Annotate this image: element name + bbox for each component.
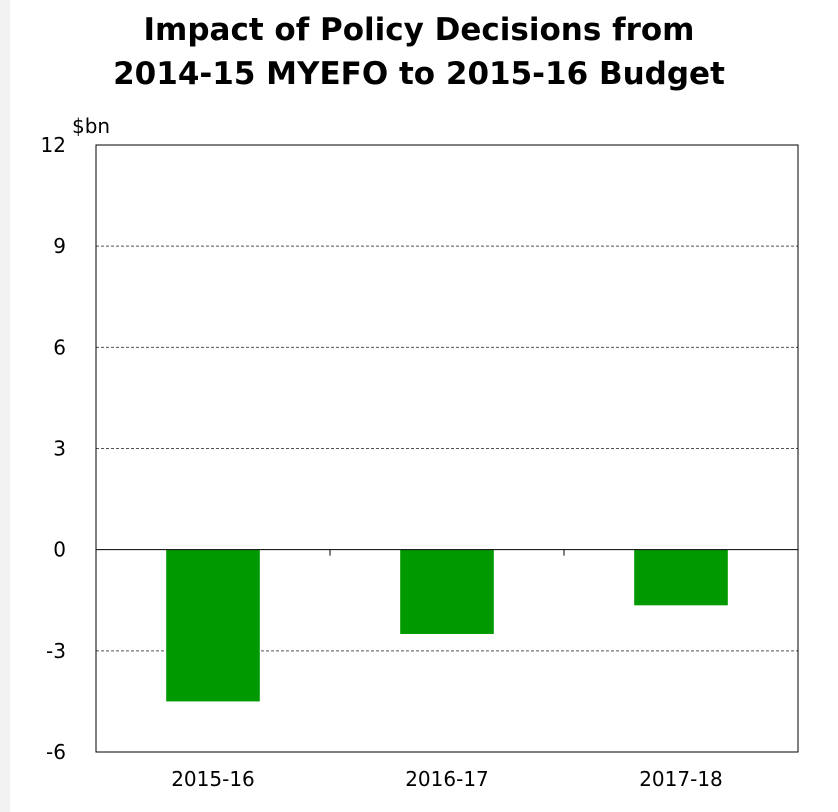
y-tick-labels: -6 -3 0 3 6 9 12 xyxy=(41,133,66,764)
x-tick-label-2: 2017-18 xyxy=(639,767,723,791)
y-tick-label-5: 9 xyxy=(53,234,66,258)
y-tick-label-2: 0 xyxy=(53,538,66,562)
bars xyxy=(166,549,728,702)
y-tick-label-1: -3 xyxy=(46,639,66,663)
chart-title: Impact of Policy Decisions from 2014-15 … xyxy=(0,8,838,96)
y-axis-unit-label: $bn xyxy=(72,114,110,138)
chart-title-line-2: 2014-15 MYEFO to 2015-16 Budget xyxy=(113,56,725,92)
x-tick-label-0: 2015-16 xyxy=(171,767,255,791)
y-tick-label-6: 12 xyxy=(41,133,66,157)
chart-title-line-1: Impact of Policy Decisions from xyxy=(143,12,695,48)
y-tick-label-3: 3 xyxy=(53,437,66,461)
bar-2016-17 xyxy=(400,549,494,634)
axis-ticks xyxy=(329,549,565,556)
page-left-strip xyxy=(0,0,10,812)
x-tick-label-1: 2016-17 xyxy=(405,767,489,791)
y-tick-label-4: 6 xyxy=(53,335,66,359)
bar-2015-16 xyxy=(166,549,260,702)
x-tick-labels: 2015-16 2016-17 2017-18 xyxy=(171,767,723,791)
y-tick-label-0: -6 xyxy=(46,740,66,764)
plot-frame xyxy=(95,144,799,753)
bar-2017-18 xyxy=(634,549,728,606)
